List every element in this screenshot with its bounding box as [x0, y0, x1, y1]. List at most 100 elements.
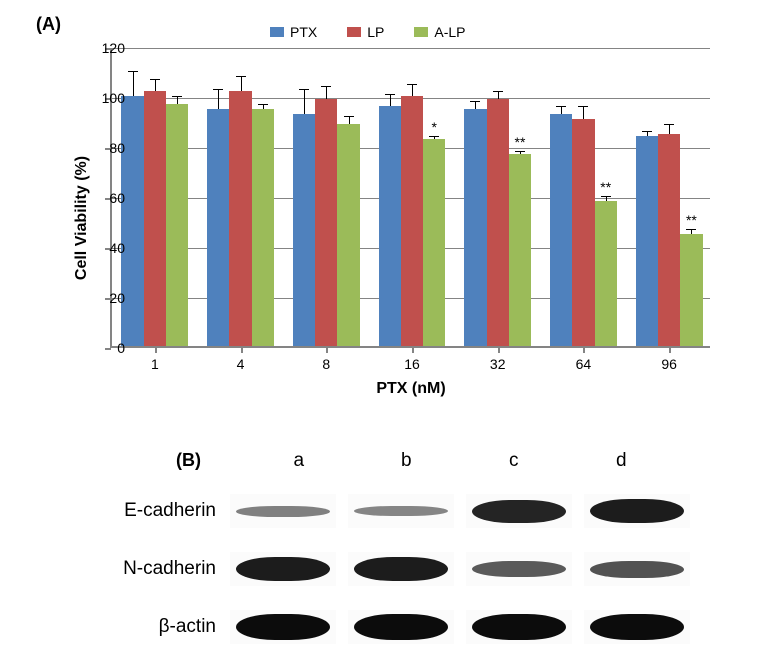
bar-a-lp: [509, 154, 531, 347]
error-bar: [236, 76, 246, 91]
western-blot: abcd E-cadherin N-cadherin β-actin: [90, 440, 690, 652]
bar-ptx: [464, 109, 486, 347]
xtick-label: 32: [490, 356, 506, 372]
blot-lanes: [230, 610, 690, 644]
xtick-label: 8: [322, 356, 330, 372]
error-bar: [321, 86, 331, 99]
legend-item-ptx: PTX: [270, 24, 317, 40]
blot-lane: [230, 494, 336, 528]
blot-band: [354, 557, 447, 581]
xtick-label: 64: [576, 356, 592, 372]
bar-ptx: [636, 136, 658, 346]
cell-viability-chart: PTX LP A-LP Cell Viability (%) PTX (nM) …: [70, 20, 730, 400]
blot-lane: [230, 610, 336, 644]
blot-band: [236, 557, 329, 581]
legend-label-alp: A-LP: [434, 24, 465, 40]
blot-band: [590, 499, 683, 523]
xtick-mark: [155, 347, 157, 353]
blot-column-labels: abcd: [245, 450, 675, 472]
error-bar: [642, 131, 652, 136]
error-bar: [686, 229, 696, 234]
legend-item-lp: LP: [347, 24, 384, 40]
error-bar: [556, 106, 566, 114]
legend-label-lp: LP: [367, 24, 384, 40]
bar-lp: [572, 119, 594, 347]
error-bar: [578, 106, 588, 119]
bar-lp: [144, 91, 166, 346]
blot-band: [236, 614, 329, 640]
error-bar: [429, 136, 439, 139]
blot-lane: [466, 494, 572, 528]
figure-panel: (A) PTX LP A-LP Cell Viability (%) PTX (…: [0, 0, 760, 672]
significance-mark: **: [600, 180, 611, 194]
error-bar: [470, 101, 480, 109]
xtick-mark: [412, 347, 414, 353]
blot-band: [472, 561, 565, 577]
blot-lane: [584, 610, 690, 644]
significance-mark: **: [515, 135, 526, 149]
blot-lanes: [230, 494, 690, 528]
xtick-label: 1: [151, 356, 159, 372]
blot-row: β-actin: [90, 602, 690, 652]
gridline: [112, 48, 710, 49]
blot-lane: [348, 552, 454, 586]
bar-lp: [315, 99, 337, 347]
bar-ptx: [550, 114, 572, 347]
significance-mark: *: [432, 120, 437, 134]
blot-col-label: c: [460, 450, 568, 472]
legend-label-ptx: PTX: [290, 24, 317, 40]
error-bar: [493, 91, 503, 99]
blot-lane: [584, 494, 690, 528]
blot-row-label: β-actin: [90, 616, 230, 638]
blot-col-label: d: [568, 450, 676, 472]
blot-band: [236, 506, 329, 517]
error-bar: [664, 124, 674, 134]
blot-band: [590, 561, 683, 578]
blot-band: [590, 614, 683, 640]
error-bar: [515, 151, 525, 154]
blot-lane: [348, 494, 454, 528]
chart-legend: PTX LP A-LP: [270, 24, 465, 40]
error-bar: [299, 89, 309, 114]
legend-swatch-lp: [347, 27, 361, 37]
bar-ptx: [207, 109, 229, 347]
ytick-label: 60: [95, 190, 125, 206]
blot-row-label: E-cadherin: [90, 500, 230, 522]
bar-ptx: [121, 96, 143, 346]
chart-plot-area: Cell Viability (%) PTX (nM) 14816*32**64…: [110, 48, 710, 348]
panel-a-label: (A): [36, 14, 61, 35]
xtick-mark: [241, 347, 243, 353]
error-bar: [128, 71, 138, 96]
bar-a-lp: [680, 234, 702, 347]
bar-lp: [487, 99, 509, 347]
xtick-label: 96: [661, 356, 677, 372]
bar-lp: [401, 96, 423, 346]
blot-band: [354, 506, 447, 516]
ytick-label: 0: [95, 340, 125, 356]
error-bar: [150, 79, 160, 92]
blot-lane: [584, 552, 690, 586]
error-bar: [172, 96, 182, 104]
bar-ptx: [293, 114, 315, 347]
error-bar: [213, 89, 223, 109]
xtick-mark: [583, 347, 585, 353]
ytick-label: 20: [95, 290, 125, 306]
legend-item-alp: A-LP: [414, 24, 465, 40]
legend-swatch-ptx: [270, 27, 284, 37]
blot-row-label: N-cadherin: [90, 558, 230, 580]
error-bar: [258, 104, 268, 109]
error-bar: [601, 196, 611, 201]
ytick-label: 40: [95, 240, 125, 256]
ytick-label: 100: [95, 90, 125, 106]
bar-a-lp: [337, 124, 359, 347]
error-bar: [385, 94, 395, 107]
xtick-mark: [498, 347, 500, 353]
y-axis-label: Cell Viability (%): [73, 156, 91, 280]
blot-lane: [466, 610, 572, 644]
xtick-label: 16: [404, 356, 420, 372]
xtick-label: 4: [237, 356, 245, 372]
ytick-label: 120: [95, 40, 125, 56]
error-bar: [407, 84, 417, 97]
legend-swatch-alp: [414, 27, 428, 37]
ytick-label: 80: [95, 140, 125, 156]
